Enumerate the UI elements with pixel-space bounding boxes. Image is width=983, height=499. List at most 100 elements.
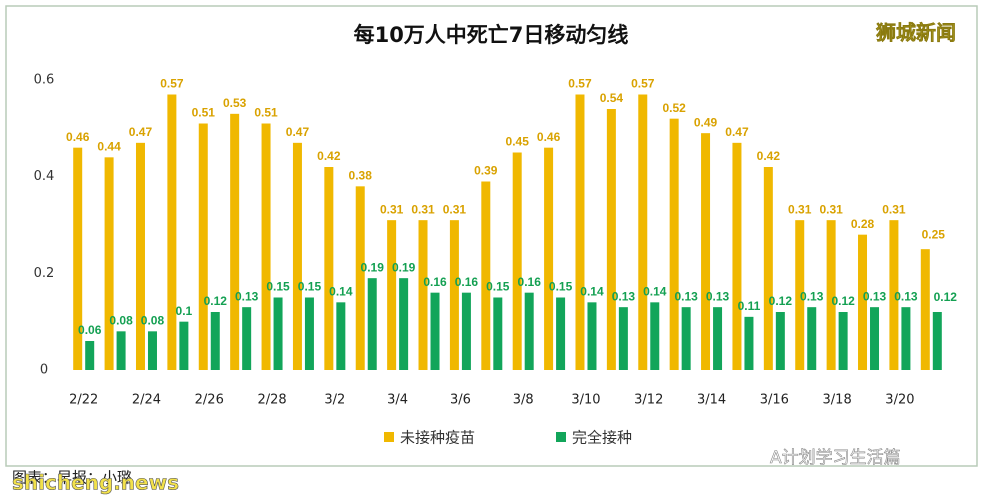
x-tick-label: 3/12 <box>634 393 663 408</box>
value-label: 0.16 <box>423 275 447 289</box>
value-label: 0.39 <box>474 164 498 178</box>
bar <box>669 118 679 371</box>
bar <box>556 297 566 370</box>
value-label: 0.51 <box>254 106 278 120</box>
value-label: 0.12 <box>204 294 228 308</box>
bar <box>167 94 177 370</box>
value-label: 0.13 <box>863 289 887 303</box>
bar <box>292 142 302 370</box>
bar <box>858 234 868 370</box>
value-label: 0.13 <box>674 289 698 303</box>
legend-swatch <box>556 432 566 442</box>
x-tick-label: 3/20 <box>885 393 914 408</box>
value-label: 0.25 <box>922 227 946 241</box>
bar <box>242 307 252 370</box>
bar <box>147 331 157 370</box>
value-label: 0.16 <box>518 275 542 289</box>
value-label: 0.45 <box>506 135 530 149</box>
y-tick-label: 0 <box>40 363 48 378</box>
legend-label: 未接种疫苗 <box>400 429 475 447</box>
bar <box>116 331 126 370</box>
value-label: 0.51 <box>192 106 216 120</box>
value-label: 0.13 <box>894 289 918 303</box>
bar <box>763 167 773 370</box>
value-label: 0.46 <box>66 130 90 144</box>
bar <box>230 113 240 370</box>
bar <box>481 181 491 370</box>
value-label: 0.08 <box>109 314 133 328</box>
x-tick-label: 3/16 <box>760 393 789 408</box>
bar <box>650 302 660 370</box>
value-label: 0.57 <box>631 77 655 91</box>
value-label: 0.19 <box>361 260 385 274</box>
bar <box>261 123 271 370</box>
value-label: 0.42 <box>317 149 341 163</box>
bar <box>575 94 585 370</box>
bar <box>387 220 397 370</box>
bar <box>826 220 836 370</box>
value-label: 0.31 <box>411 202 435 216</box>
x-tick-label: 3/14 <box>697 393 726 408</box>
value-label: 0.11 <box>738 299 761 313</box>
value-label: 0.31 <box>443 202 467 216</box>
value-label: 0.38 <box>349 169 373 183</box>
wechat-watermark: A计划学习生活篇 <box>770 448 901 468</box>
value-label: 0.15 <box>298 280 322 294</box>
bar <box>681 307 691 370</box>
value-label: 0.54 <box>600 91 624 105</box>
bar <box>524 292 534 370</box>
value-label: 0.14 <box>580 285 604 299</box>
bar <box>430 292 440 370</box>
bar <box>399 278 409 370</box>
value-label: 0.16 <box>455 275 479 289</box>
value-label: 0.13 <box>612 289 636 303</box>
value-label: 0.13 <box>706 289 730 303</box>
bar <box>638 94 648 370</box>
value-label: 0.42 <box>757 149 781 163</box>
bar <box>932 312 942 370</box>
y-tick-label: 0.4 <box>34 169 55 184</box>
value-label: 0.47 <box>129 125 153 139</box>
bar <box>85 341 95 370</box>
value-label: 0.31 <box>788 202 812 216</box>
value-label: 0.57 <box>160 77 184 91</box>
bar <box>461 292 471 370</box>
bar <box>807 307 817 370</box>
value-label: 0.28 <box>851 217 875 231</box>
bar <box>135 142 145 370</box>
credit: 图表：早报：小璐 <box>12 469 132 487</box>
legend-label: 完全接种 <box>572 429 632 447</box>
value-label: 0.44 <box>97 140 121 154</box>
bar <box>512 152 522 370</box>
bar <box>273 297 283 370</box>
bar <box>732 142 742 370</box>
bar <box>606 109 616 370</box>
x-tick-label: 2/22 <box>69 393 98 408</box>
bar <box>587 302 597 370</box>
value-label: 0.49 <box>694 115 718 129</box>
bar <box>336 302 346 370</box>
bar <box>795 220 805 370</box>
value-label: 0.31 <box>380 202 404 216</box>
value-label: 0.47 <box>286 125 310 139</box>
value-label: 0.1 <box>176 304 193 318</box>
x-tick-label: 2/26 <box>195 393 224 408</box>
x-tick-label: 3/10 <box>571 393 600 408</box>
y-tick-label: 0.2 <box>34 266 55 281</box>
value-label: 0.19 <box>392 260 416 274</box>
x-tick-label: 3/6 <box>450 393 471 408</box>
value-label: 0.13 <box>235 289 259 303</box>
value-label: 0.12 <box>934 290 958 304</box>
value-label: 0.15 <box>266 280 290 294</box>
value-label: 0.08 <box>141 314 165 328</box>
x-tick-label: 2/24 <box>132 393 161 408</box>
bar <box>355 186 365 370</box>
bar <box>701 133 711 370</box>
y-tick-label: 0.6 <box>34 73 55 88</box>
value-label: 0.52 <box>662 101 686 115</box>
bar <box>449 220 459 370</box>
bar <box>889 220 899 370</box>
value-label: 0.57 <box>568 77 592 91</box>
value-label: 0.46 <box>537 130 561 144</box>
